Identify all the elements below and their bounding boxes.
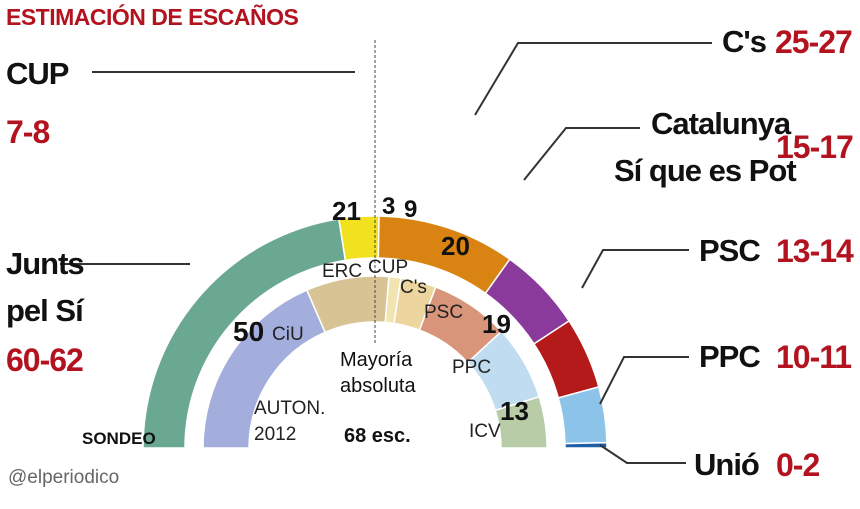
inner-value-icv: 13 <box>500 396 529 426</box>
inner-name-erc: ERC <box>322 261 363 282</box>
majority-line3: 68 esc. <box>344 425 411 447</box>
inner-name-ciu: CiU <box>272 324 304 345</box>
label-junts-name-line1: Junts <box>6 246 85 281</box>
inner-value-ppc: 19 <box>482 309 511 339</box>
label-junts-value: 60-62 <box>6 342 84 378</box>
inner-value-cup: 3 <box>382 193 396 220</box>
auton-label-line1: AUTON. <box>254 398 326 419</box>
label-sondeo: SONDEO <box>82 429 156 448</box>
chart-title: ESTIMACIÓN DE ESCAÑOS <box>6 4 299 30</box>
label-catsqp-name-line1: Catalunya <box>651 106 791 141</box>
leader-unio <box>599 444 686 464</box>
leader-cs <box>474 42 712 116</box>
inner-name-cs: C's <box>400 277 427 298</box>
leader-ppc <box>599 356 689 405</box>
label-cup-value: 7-8 <box>6 114 50 150</box>
inner-name-psc: PSC <box>424 302 464 323</box>
inner-value-cs: 9 <box>404 196 418 223</box>
outer-arc-ppc <box>557 385 608 445</box>
credit-text: @elperiodico <box>8 467 120 488</box>
inner-name-cup: CUP <box>368 257 409 278</box>
label-ppc-value: 10-11 <box>776 339 852 375</box>
label-catsqp-name-line2: Sí que es Pot <box>614 153 797 188</box>
label-ppc-name: PPC <box>699 339 761 374</box>
inner-name-icv: ICV <box>469 421 501 442</box>
label-junts-name-line2: pel Sí <box>6 293 84 328</box>
label-catsqp-value: 15-17 <box>776 129 854 165</box>
leader-catsqp <box>523 127 640 181</box>
label-unio-value: 0-2 <box>776 447 820 483</box>
label-psc-value: 13-14 <box>776 233 854 269</box>
leader-psc <box>581 249 689 289</box>
label-cup-name: CUP <box>6 56 69 91</box>
majority-line1: Mayoría <box>340 349 413 371</box>
label-psc-name: PSC <box>699 233 761 268</box>
inner-value-psc: 20 <box>441 231 470 261</box>
outer-arc-unio <box>564 441 608 449</box>
inner-arc-icv <box>494 395 548 449</box>
label-unio-name: Unió <box>694 447 760 482</box>
inner-value-ciu: 50 <box>233 316 265 347</box>
auton-label-line2: 2012 <box>254 424 297 445</box>
label-cs-name: C's <box>722 24 767 59</box>
inner-name-ppc: PPC <box>452 357 492 378</box>
inner-value-erc: 21 <box>332 196 361 226</box>
majority-line2: absoluta <box>340 375 416 397</box>
label-cs-value: 25-27 <box>775 24 853 60</box>
